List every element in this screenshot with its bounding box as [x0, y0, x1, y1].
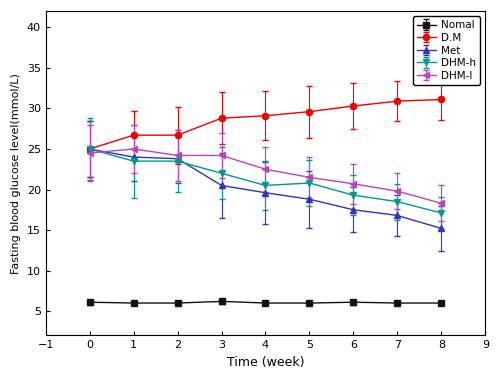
Legend: Nomal, D.M, Met, DHM-h, DHM-l: Nomal, D.M, Met, DHM-h, DHM-l: [413, 16, 480, 85]
X-axis label: Time (week): Time (week): [226, 356, 304, 369]
Y-axis label: Fasting blood glucose level(mmol/L): Fasting blood glucose level(mmol/L): [11, 73, 21, 274]
